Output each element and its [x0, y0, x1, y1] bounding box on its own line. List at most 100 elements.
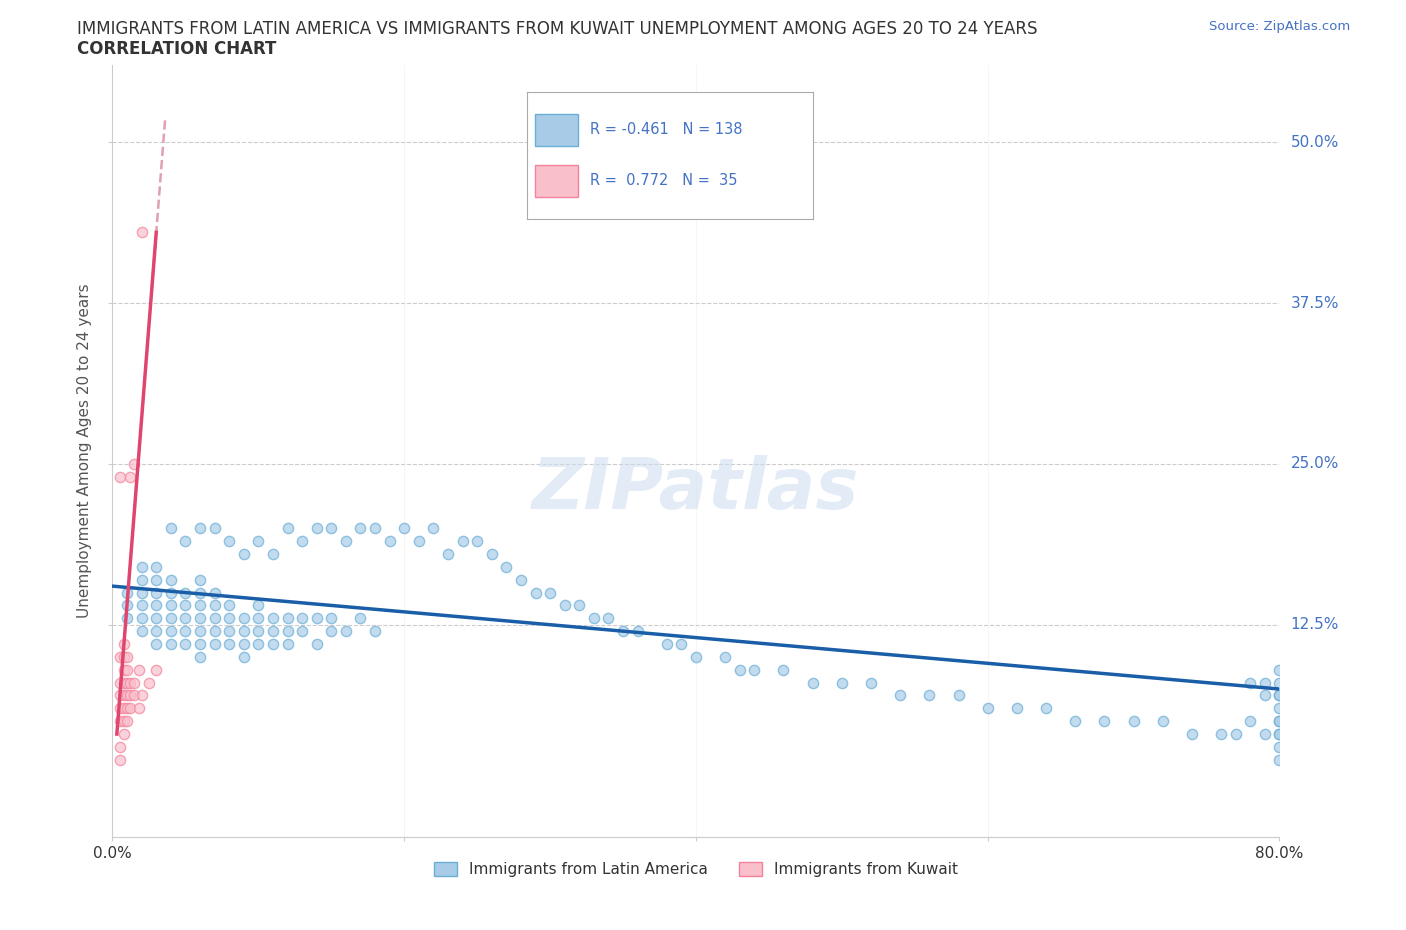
Point — [437, 547, 460, 562]
Point — [671, 637, 693, 652]
Point — [174, 624, 197, 639]
Y-axis label: Unemployment Among Ages 20 to 24 years: Unemployment Among Ages 20 to 24 years — [77, 284, 93, 618]
Point — [451, 534, 474, 549]
Point — [262, 637, 284, 652]
Point — [118, 470, 141, 485]
Point — [627, 624, 650, 639]
Point — [118, 675, 141, 690]
Point — [291, 534, 314, 549]
Point — [115, 662, 138, 677]
Point — [160, 585, 183, 600]
Point — [321, 624, 343, 639]
Point — [714, 649, 737, 664]
Point — [305, 637, 328, 652]
Point — [112, 726, 135, 741]
Point — [115, 675, 138, 690]
Point — [408, 534, 430, 549]
Point — [112, 714, 135, 729]
Point — [262, 624, 284, 639]
Point — [1181, 726, 1204, 741]
Point — [524, 585, 547, 600]
Point — [742, 662, 765, 677]
Point — [247, 611, 270, 626]
Legend: Immigrants from Latin America, Immigrants from Kuwait: Immigrants from Latin America, Immigrant… — [427, 857, 965, 884]
Point — [394, 521, 416, 536]
Point — [108, 470, 131, 485]
Point — [188, 624, 211, 639]
Point — [118, 701, 141, 716]
Point — [188, 637, 211, 652]
Point — [247, 534, 270, 549]
Point — [145, 559, 167, 574]
Point — [204, 611, 226, 626]
Point — [124, 675, 146, 690]
Point — [1225, 726, 1247, 741]
Point — [174, 585, 197, 600]
Point — [321, 611, 343, 626]
Point — [538, 585, 561, 600]
Text: 37.5%: 37.5% — [1291, 296, 1339, 311]
Point — [232, 547, 254, 562]
Point — [291, 624, 314, 639]
Point — [554, 598, 576, 613]
Point — [1268, 701, 1291, 716]
Text: Source: ZipAtlas.com: Source: ZipAtlas.com — [1209, 20, 1350, 33]
Point — [831, 675, 853, 690]
Point — [612, 624, 634, 639]
Point — [262, 547, 284, 562]
Point — [218, 611, 240, 626]
Point — [108, 675, 131, 690]
Point — [112, 637, 135, 652]
Point — [276, 637, 298, 652]
Point — [1005, 701, 1028, 716]
Point — [145, 611, 167, 626]
Point — [131, 225, 153, 240]
Point — [218, 598, 240, 613]
Point — [174, 637, 197, 652]
Point — [728, 662, 751, 677]
Point — [145, 662, 167, 677]
Point — [232, 611, 254, 626]
Point — [1268, 726, 1291, 741]
Point — [188, 598, 211, 613]
Point — [115, 585, 138, 600]
Point — [1268, 714, 1291, 729]
Point — [131, 598, 153, 613]
Point — [160, 624, 183, 639]
Point — [276, 624, 298, 639]
Point — [115, 688, 138, 703]
Point — [509, 572, 531, 587]
Point — [145, 598, 167, 613]
Point — [115, 714, 138, 729]
Point — [1268, 688, 1291, 703]
Point — [889, 688, 911, 703]
Point — [1254, 675, 1277, 690]
Point — [112, 649, 135, 664]
Point — [976, 701, 998, 716]
Point — [188, 611, 211, 626]
Point — [321, 521, 343, 536]
Point — [1209, 726, 1232, 741]
Point — [582, 611, 605, 626]
Point — [291, 611, 314, 626]
Text: IMMIGRANTS FROM LATIN AMERICA VS IMMIGRANTS FROM KUWAIT UNEMPLOYMENT AMONG AGES : IMMIGRANTS FROM LATIN AMERICA VS IMMIGRA… — [77, 20, 1038, 38]
Point — [108, 752, 131, 767]
Point — [131, 572, 153, 587]
Point — [1152, 714, 1174, 729]
Point — [174, 611, 197, 626]
Point — [364, 624, 387, 639]
Point — [948, 688, 970, 703]
Point — [115, 701, 138, 716]
Point — [188, 649, 211, 664]
Point — [204, 521, 226, 536]
Point — [1035, 701, 1057, 716]
Point — [218, 637, 240, 652]
Point — [1268, 714, 1291, 729]
Point — [465, 534, 488, 549]
Point — [188, 585, 211, 600]
Point — [204, 637, 226, 652]
Point — [305, 521, 328, 536]
Point — [160, 521, 183, 536]
Point — [160, 572, 183, 587]
Point — [108, 739, 131, 754]
